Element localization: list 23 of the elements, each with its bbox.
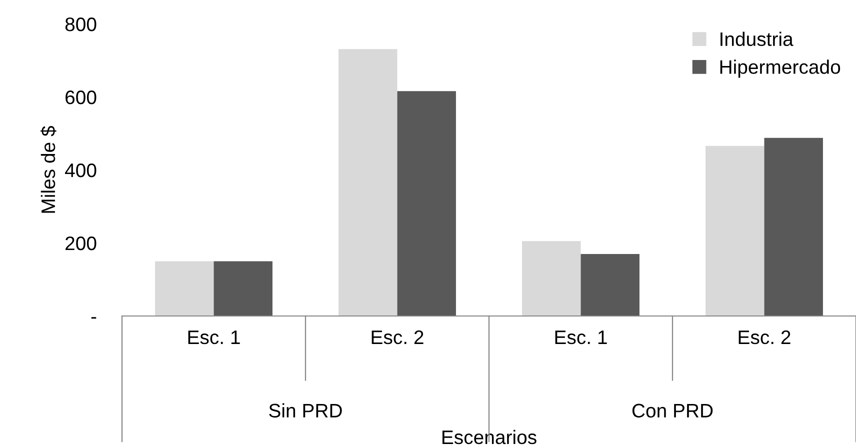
y-tick-label: 800 — [65, 17, 96, 32]
x-tick-label: Esc. 2 — [738, 330, 790, 344]
bar — [764, 138, 823, 316]
bar — [155, 261, 214, 316]
y-axis-title: Miles de $ — [40, 126, 56, 213]
y-tick-label: - — [91, 317, 96, 319]
x-tick-label: Esc. 1 — [188, 330, 240, 344]
bar — [397, 91, 456, 316]
y-tick-label: 400 — [65, 163, 96, 178]
bar — [214, 261, 272, 316]
x-tick-label: Esc. 2 — [372, 330, 424, 344]
legend-label: Industria — [720, 32, 794, 46]
text: Sin PRD — [269, 403, 342, 418]
text: Con PRD — [632, 404, 713, 418]
x-tick-label: Esc. 1 — [555, 330, 607, 344]
y-tick-label: 600 — [66, 90, 96, 104]
y-tick-label: 200 — [66, 236, 96, 250]
bar — [522, 241, 581, 316]
x-axis-title: Escenarios — [442, 430, 536, 444]
bar — [338, 49, 398, 316]
bar — [706, 146, 764, 316]
legend-label: Hipermercado — [720, 60, 840, 78]
bar — [580, 254, 640, 316]
